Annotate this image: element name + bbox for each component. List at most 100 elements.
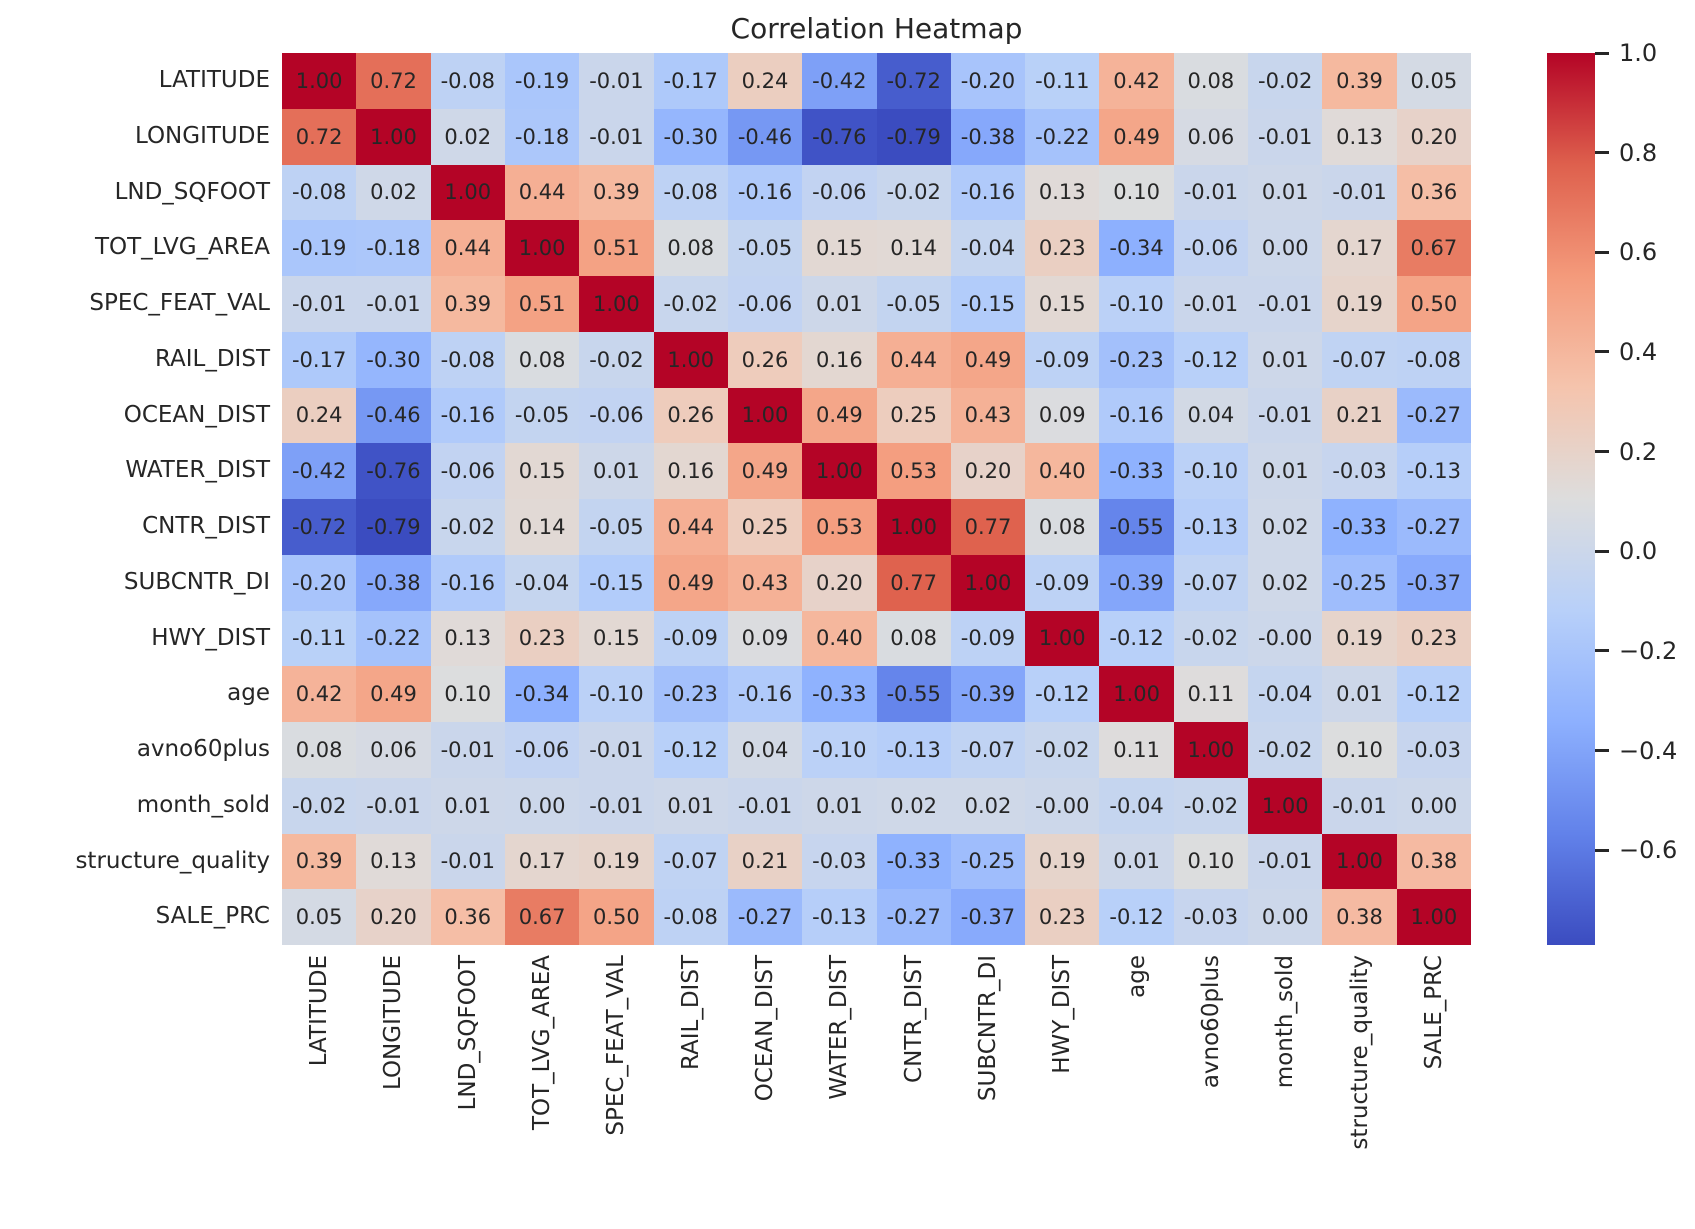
heatmap-cell: -0.15 bbox=[950, 276, 1026, 332]
heatmap-cell: -0.12 bbox=[1396, 666, 1471, 722]
heatmap-cell: -0.39 bbox=[1099, 554, 1174, 611]
heatmap-cell: -0.08 bbox=[1396, 331, 1471, 388]
heatmap-cell: -0.10 bbox=[1099, 276, 1174, 332]
heatmap-cell: -0.01 bbox=[1248, 276, 1323, 332]
heatmap-cell: 1.00 bbox=[727, 387, 803, 444]
heatmap-cell: 0.10 bbox=[430, 666, 505, 722]
heatmap-cell: 0.16 bbox=[653, 443, 728, 499]
heatmap-cell: -0.13 bbox=[1173, 499, 1249, 555]
heatmap-cell: 0.51 bbox=[579, 220, 654, 276]
heatmap-cell: 0.04 bbox=[727, 722, 803, 778]
heatmap-cell: -0.01 bbox=[430, 833, 505, 890]
heatmap-cell: 0.38 bbox=[1322, 889, 1397, 945]
heatmap-cell: -0.12 bbox=[1099, 610, 1174, 667]
heatmap-cell: -0.23 bbox=[653, 666, 728, 722]
heatmap-cell: 0.02 bbox=[876, 777, 951, 834]
heatmap-cell: 0.00 bbox=[1248, 889, 1323, 945]
colorbar-tick bbox=[1595, 749, 1609, 753]
heatmap-cell: -0.08 bbox=[653, 164, 728, 221]
heatmap-cell: 0.39 bbox=[579, 164, 654, 221]
heatmap-cell: 0.53 bbox=[802, 499, 877, 555]
heatmap-cell: 0.42 bbox=[282, 666, 357, 722]
heatmap-cell: -0.16 bbox=[430, 387, 505, 444]
heatmap-cell: -0.19 bbox=[282, 220, 357, 276]
y-tick-label: SPEC_FEAT_VAL bbox=[89, 290, 270, 316]
heatmap-cell: 0.39 bbox=[1322, 53, 1397, 109]
heatmap-cell: 0.01 bbox=[1248, 331, 1323, 388]
heatmap-cell: 0.17 bbox=[1322, 220, 1397, 276]
y-tick-label: LONGITUDE bbox=[134, 122, 270, 149]
heatmap-cell: 1.00 bbox=[653, 331, 728, 388]
heatmap-cell: 0.19 bbox=[1025, 833, 1100, 890]
heatmap-cell: 1.00 bbox=[1322, 833, 1397, 890]
heatmap-cell: -0.72 bbox=[282, 499, 357, 555]
y-tick-label: month_sold bbox=[136, 791, 270, 818]
heatmap-cell: 0.06 bbox=[1173, 108, 1249, 165]
heatmap-cell: 0.49 bbox=[950, 331, 1026, 388]
x-tick-label: age bbox=[1123, 955, 1150, 998]
heatmap-cell: -0.01 bbox=[1322, 164, 1397, 221]
heatmap-cell: -0.11 bbox=[1025, 53, 1100, 109]
y-tick-label: HWY_DIST bbox=[151, 624, 270, 651]
heatmap-cell: -0.25 bbox=[1322, 554, 1397, 611]
heatmap-cell: 0.08 bbox=[1025, 499, 1100, 555]
heatmap-cell: -0.02 bbox=[579, 331, 654, 388]
heatmap-cell: -0.55 bbox=[1099, 499, 1174, 555]
heatmap-cell: 0.20 bbox=[802, 554, 877, 611]
heatmap-cell: 0.72 bbox=[356, 53, 431, 109]
heatmap-cell: 0.77 bbox=[950, 499, 1026, 555]
heatmap-cell: -0.33 bbox=[876, 833, 951, 890]
heatmap-cell: 0.19 bbox=[1322, 276, 1397, 332]
heatmap-cell: 0.25 bbox=[876, 387, 951, 444]
heatmap-cell: -0.01 bbox=[1248, 387, 1323, 444]
heatmap-cell: 0.02 bbox=[1248, 554, 1323, 611]
heatmap-cell: 0.13 bbox=[356, 833, 431, 890]
heatmap-cell: 1.00 bbox=[1099, 666, 1174, 722]
heatmap-cell: -0.23 bbox=[1099, 331, 1174, 388]
heatmap-cell: -0.37 bbox=[1396, 554, 1471, 611]
heatmap-cell: 0.39 bbox=[430, 276, 505, 332]
heatmap-cell: 0.44 bbox=[430, 220, 505, 276]
heatmap-cell: -0.30 bbox=[653, 108, 728, 165]
heatmap-cell: 0.23 bbox=[1025, 889, 1100, 945]
heatmap-cell: 1.00 bbox=[876, 499, 951, 555]
colorbar-tick-label: −0.4 bbox=[1619, 736, 1678, 765]
heatmap-cell: 0.44 bbox=[876, 331, 951, 388]
heatmap-cell: 1.00 bbox=[1025, 610, 1100, 667]
heatmap-cell: -0.02 bbox=[876, 164, 951, 221]
heatmap-cell: 0.23 bbox=[504, 610, 580, 667]
heatmap-cell: -0.42 bbox=[282, 443, 357, 499]
y-tick-label: SUBCNTR_DI bbox=[123, 568, 270, 595]
y-tick-label: SALE_PRC bbox=[155, 903, 270, 930]
heatmap-cell: 0.25 bbox=[727, 499, 803, 555]
colorbar bbox=[1547, 53, 1595, 945]
heatmap-cell: -0.08 bbox=[653, 889, 728, 945]
heatmap-cell: -0.11 bbox=[282, 610, 357, 667]
heatmap-cell: 0.44 bbox=[504, 164, 580, 221]
heatmap-cell: 0.17 bbox=[504, 833, 580, 890]
heatmap-cell: 0.13 bbox=[430, 610, 505, 667]
heatmap-cell: 1.00 bbox=[430, 164, 505, 221]
x-tick-label: SUBCNTR_DI bbox=[974, 955, 1001, 1102]
heatmap-cell: -0.13 bbox=[1396, 443, 1471, 499]
heatmap-cell: -0.00 bbox=[1248, 610, 1323, 667]
y-tick-label: LATITUDE bbox=[158, 67, 270, 93]
heatmap-cell: 0.26 bbox=[727, 331, 803, 388]
x-tick-label: RAIL_DIST bbox=[677, 955, 704, 1071]
heatmap-cell: -0.02 bbox=[653, 276, 728, 332]
heatmap-cell: -0.02 bbox=[1173, 777, 1249, 834]
heatmap-cell: 0.01 bbox=[653, 777, 728, 834]
y-tick-label: avno60plus bbox=[136, 736, 270, 762]
x-tick-label: LND_SQFOOT bbox=[454, 955, 481, 1111]
heatmap-cell: 0.10 bbox=[1322, 722, 1397, 778]
heatmap-cell: 0.40 bbox=[802, 610, 877, 667]
heatmap-cell: 0.05 bbox=[282, 889, 357, 945]
heatmap-cell: -0.01 bbox=[1248, 833, 1323, 890]
heatmap-cell: -0.18 bbox=[356, 220, 431, 276]
heatmap-cell: -0.01 bbox=[356, 276, 431, 332]
heatmap-cell: -0.07 bbox=[950, 722, 1026, 778]
heatmap-cell: 0.00 bbox=[1396, 777, 1471, 834]
heatmap-cell: 0.77 bbox=[876, 554, 951, 611]
heatmap-cell: -0.38 bbox=[950, 108, 1026, 165]
y-tick-label: LND_SQFOOT bbox=[114, 178, 270, 205]
